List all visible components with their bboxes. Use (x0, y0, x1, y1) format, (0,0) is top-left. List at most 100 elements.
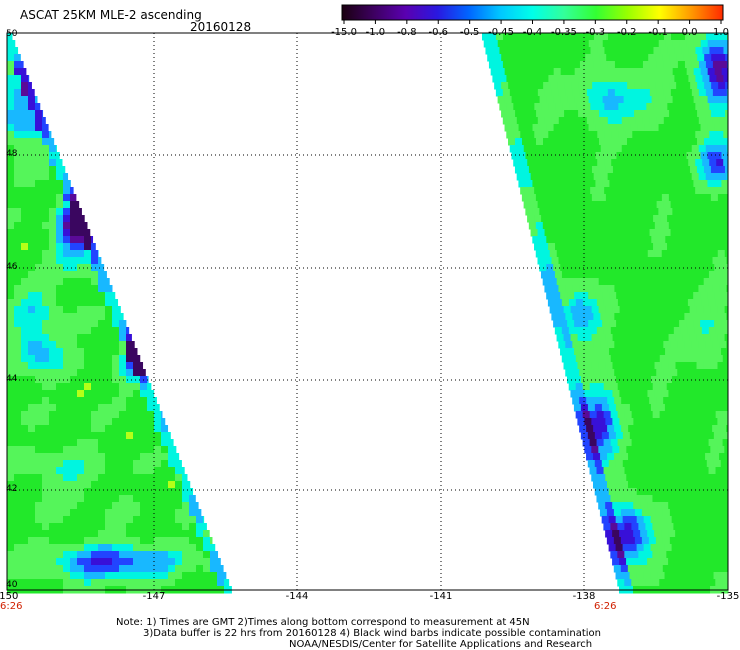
swath-pixel (189, 523, 197, 531)
swath-pixel (689, 502, 697, 510)
swath-pixel (669, 537, 678, 545)
swath-pixel (7, 376, 15, 384)
swath-pixel (645, 271, 654, 279)
swath-pixel (610, 439, 619, 447)
swath-pixel (642, 173, 651, 181)
swath-pixel (575, 383, 584, 391)
swath-pixel (564, 82, 572, 90)
swath-pixel (670, 117, 679, 125)
swath-pixel (588, 152, 596, 160)
swath-pixel (691, 425, 699, 433)
swath-pixel (697, 54, 705, 62)
swath-pixel (719, 61, 728, 69)
swath-pixel (70, 222, 78, 230)
swath-pixel (589, 383, 598, 391)
swath-pixel (189, 488, 194, 496)
swath-pixel (63, 397, 71, 405)
swath-pixel (718, 509, 727, 517)
swath-pixel (112, 565, 120, 573)
swath-pixel (674, 215, 682, 223)
swath-pixel (708, 271, 717, 279)
swath-pixel (631, 327, 640, 335)
swath-pixel (546, 180, 554, 188)
swath-pixel (608, 376, 617, 384)
swath-pixel (35, 292, 43, 300)
swath-pixel (704, 509, 713, 517)
swath-pixel (28, 432, 36, 440)
swath-pixel (133, 404, 141, 412)
swath-pixel (21, 215, 29, 223)
swath-pixel (84, 523, 92, 531)
swath-pixel (565, 229, 574, 237)
swath-pixel (539, 236, 547, 244)
swath-pixel (539, 152, 547, 160)
swath-pixel (678, 488, 687, 496)
swath-pixel (161, 516, 169, 524)
swath-pixel (63, 215, 71, 223)
swath-pixel (84, 355, 92, 363)
swath-pixel (14, 320, 22, 328)
swath-pixel (561, 355, 570, 363)
swath-pixel (703, 530, 711, 538)
swath-pixel (693, 152, 701, 160)
swath-pixel (702, 47, 710, 55)
swath-pixel (614, 453, 622, 461)
swath-pixel (723, 131, 729, 139)
swath-pixel (35, 404, 43, 412)
swath-pixel (713, 376, 722, 384)
swath-pixel (719, 397, 727, 405)
swath-pixel (35, 236, 43, 244)
swath-pixel (133, 488, 141, 496)
swath-pixel (662, 110, 670, 118)
swath-pixel (77, 327, 85, 335)
swath-pixel (140, 495, 148, 503)
swath-pixel (654, 222, 663, 230)
swath-pixel (77, 488, 85, 496)
swath-pixel (84, 488, 92, 496)
swath-pixel (147, 460, 155, 468)
swath-pixel (196, 551, 204, 559)
swath-pixel (714, 320, 722, 328)
swath-pixel (7, 418, 15, 426)
swath-pixel (612, 390, 620, 398)
swath-pixel (668, 558, 676, 566)
swath-pixel (14, 418, 22, 426)
swath-pixel (49, 460, 57, 468)
swath-pixel (14, 173, 22, 181)
swath-pixel (630, 68, 639, 76)
swath-pixel (682, 474, 690, 482)
swath-pixel (639, 159, 647, 167)
swath-pixel (154, 495, 162, 503)
swath-pixel (631, 411, 640, 419)
swath-pixel (28, 138, 36, 146)
swath-pixel (126, 523, 134, 531)
swath-pixel (597, 103, 605, 111)
swath-pixel (670, 89, 679, 97)
swath-pixel (63, 166, 66, 174)
swath-pixel (654, 390, 662, 398)
swath-pixel (604, 187, 612, 195)
swath-pixel (28, 334, 36, 342)
swath-pixel (49, 544, 57, 552)
swath-pixel (666, 327, 675, 335)
swath-pixel (720, 572, 729, 580)
swath-pixel (175, 579, 183, 587)
swath-pixel (14, 236, 22, 244)
swath-pixel (661, 530, 669, 538)
swath-pixel (541, 131, 549, 139)
swath-pixel (664, 33, 672, 41)
swath-pixel (154, 453, 162, 461)
swath-pixel (21, 369, 29, 377)
swath-pixel (161, 502, 169, 510)
swath-pixel (91, 243, 96, 251)
swath-pixel (672, 68, 681, 76)
swath-pixel (77, 516, 85, 524)
swath-pixel (56, 278, 64, 286)
swath-pixel (630, 292, 638, 300)
swath-pixel (42, 460, 50, 468)
swath-pixel (688, 187, 696, 195)
swath-pixel (147, 453, 155, 461)
swath-pixel (703, 278, 712, 286)
swath-pixel (77, 418, 85, 426)
swath-pixel (591, 306, 600, 314)
